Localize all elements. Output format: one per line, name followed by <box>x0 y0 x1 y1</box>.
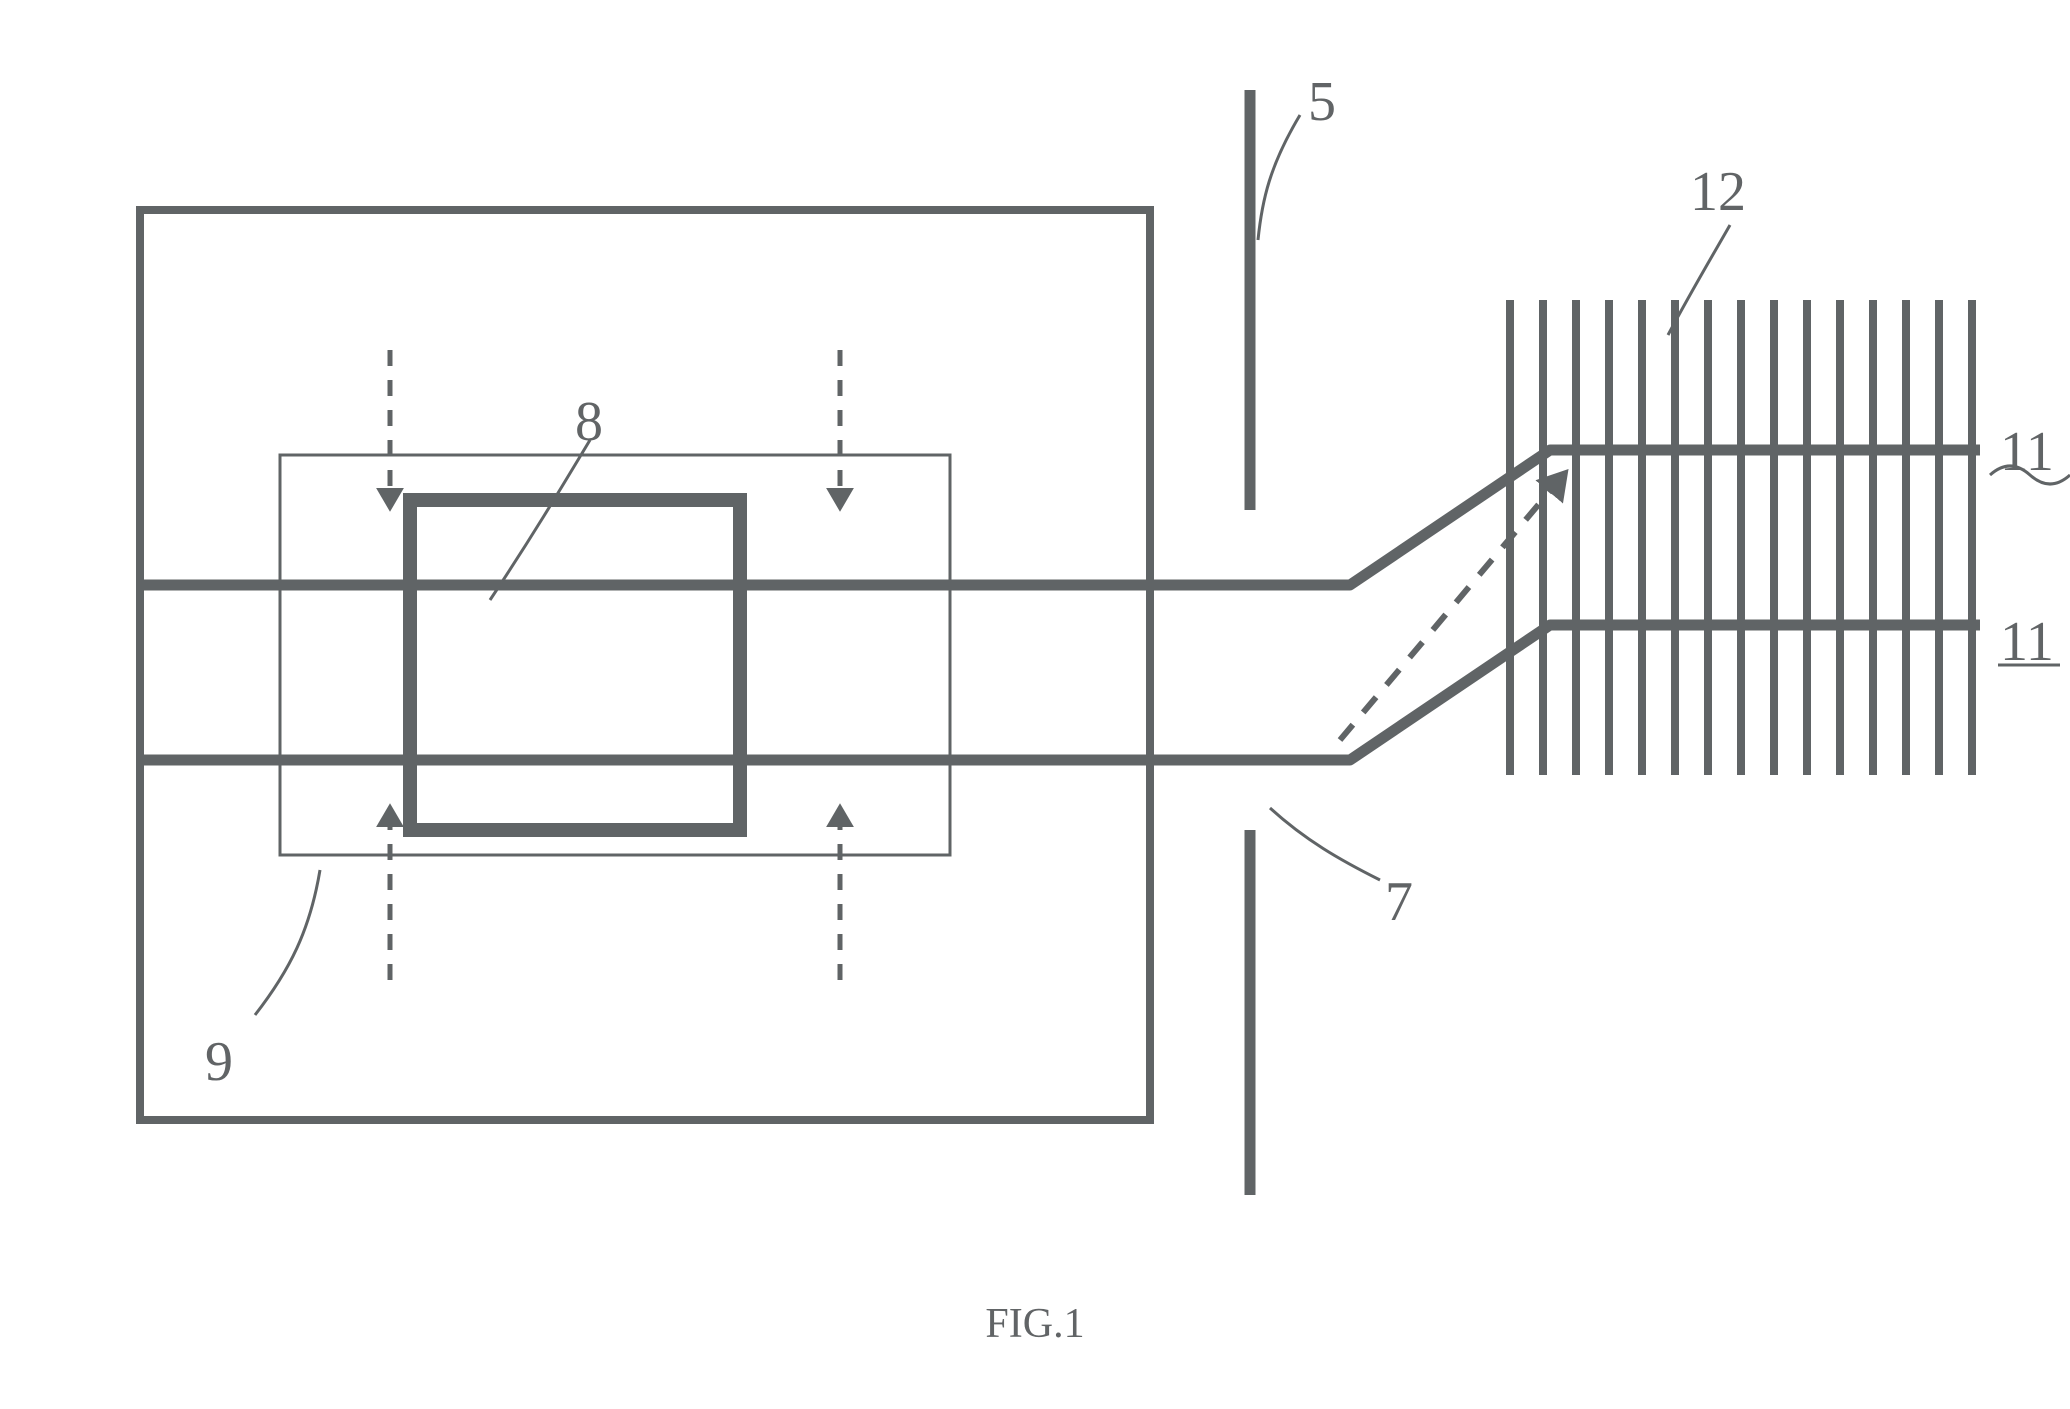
label-9: 9 <box>205 1030 233 1094</box>
label-11-bot: 11 <box>2000 610 2054 674</box>
label-5: 5 <box>1308 70 1336 134</box>
label-8: 8 <box>575 390 603 454</box>
diagram-svg <box>0 0 2070 1409</box>
label-7: 7 <box>1385 870 1413 934</box>
label-12: 12 <box>1690 160 1746 224</box>
label-11-top: 11 <box>2000 420 2054 484</box>
figure-caption: FIG.1 <box>985 1300 1084 1348</box>
figure-canvas: FIG.1 5 12 11 11 7 8 9 <box>0 0 2070 1409</box>
